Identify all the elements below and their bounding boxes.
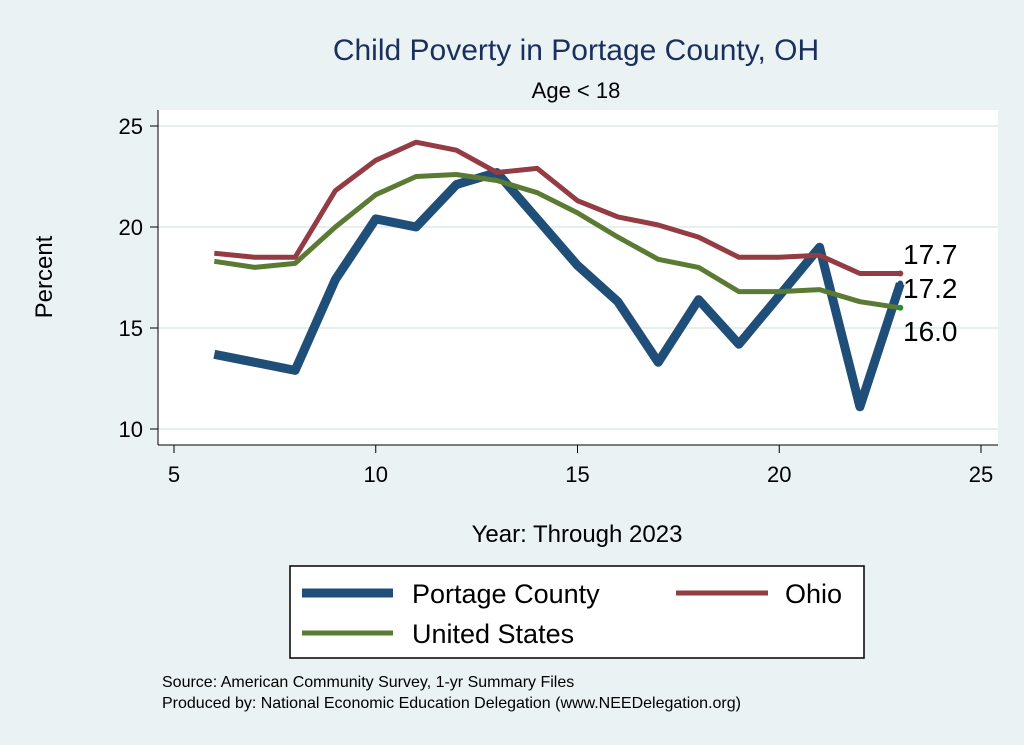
series-endpoint-portage [897, 280, 904, 287]
x-tick-label-15: 15 [565, 462, 589, 487]
x-tick-label-25: 25 [969, 462, 993, 487]
y-tick-label-25: 25 [119, 114, 143, 139]
legend-label-us: United States [412, 619, 574, 649]
series-endpoint-ohio [897, 270, 904, 277]
source-note: Source: American Community Survey, 1-yr … [162, 674, 574, 691]
series-line-ohio [214, 139, 901, 276]
series-endpoint-us [897, 304, 904, 311]
y-axis-label: Percent [31, 235, 58, 318]
legend-label-ohio: Ohio [785, 579, 842, 609]
series-line-us [213, 172, 901, 311]
y-tick-label-10: 10 [119, 417, 143, 442]
x-ticks: 5 10 15 20 25 [168, 445, 993, 487]
end-label-us: 16.0 [903, 316, 958, 347]
series-line-portage [213, 168, 905, 412]
series-group [213, 139, 905, 412]
x-tick-label-10: 10 [364, 462, 388, 487]
end-label-ohio: 17.7 [903, 239, 958, 270]
y-tick-label-20: 20 [119, 215, 143, 240]
legend: Portage County Ohio United States [289, 565, 865, 659]
x-tick-label-5: 5 [168, 462, 180, 487]
legend-box [289, 565, 865, 659]
producer-note: Produced by: National Economic Education… [162, 695, 741, 712]
x-axis-label: Year: Through 2023 [472, 521, 683, 548]
chart-subtitle: Age < 18 [532, 78, 621, 103]
end-label-portage: 17.2 [903, 273, 958, 304]
y-ticks: 10 15 20 25 [119, 114, 158, 442]
y-tick-label-15: 15 [119, 316, 143, 341]
grid-lines [158, 125, 998, 430]
chart-title: Child Poverty in Portage County, OH [333, 34, 819, 67]
legend-label-portage: Portage County [412, 579, 600, 609]
plot-area [158, 110, 998, 445]
x-tick-label-20: 20 [767, 462, 791, 487]
